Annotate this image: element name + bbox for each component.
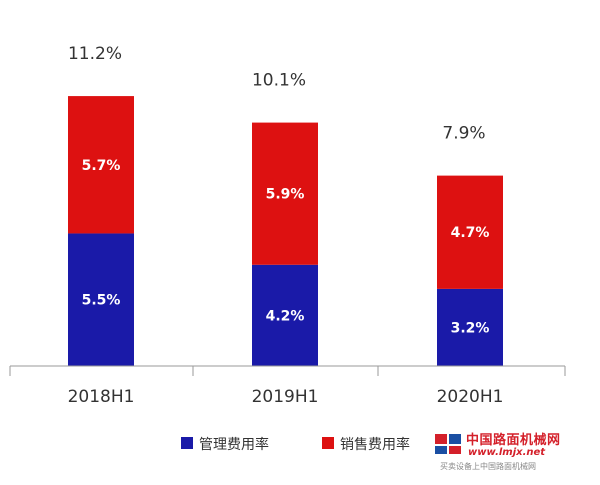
legend-swatch-1 (322, 437, 334, 449)
data-label-2019H1-series-0: 4.2% (266, 308, 305, 324)
bar-2018H1-series-1 (68, 96, 134, 234)
data-label-2020H1-series-0: 3.2% (451, 320, 490, 336)
x-tick-label-2019H1: 2019H1 (252, 387, 319, 407)
legend-swatch-0 (181, 437, 193, 449)
watermark-logo-icon (435, 434, 461, 454)
bars-layer (68, 96, 503, 366)
data-label-2018H1-series-0: 5.5% (82, 293, 121, 309)
bar-2020H1-series-0 (437, 288, 503, 366)
data-label-2020H1-series-1: 4.7% (451, 225, 490, 241)
x-tick-label-2018H1: 2018H1 (68, 387, 135, 407)
watermark-slogan: 买卖设备上中国路面机械网 (440, 462, 536, 471)
site-watermark: 中国路面机械网 www.lmjx.net 买卖设备上中国路面机械网 (434, 427, 594, 471)
total-label-2019H1: 10.1% (252, 71, 306, 91)
legend-label-1: 销售费用率 (340, 436, 410, 453)
data-label-2019H1-series-1: 5.9% (266, 187, 305, 203)
total-label-2020H1: 7.9% (442, 124, 485, 144)
total-label-2018H1: 11.2% (68, 44, 122, 64)
data-label-2018H1-series-1: 5.7% (82, 158, 121, 174)
watermark-url: www.lmjx.net (468, 447, 546, 458)
bar-2018H1-series-0 (68, 233, 134, 366)
watermark-site-name: 中国路面机械网 (466, 433, 561, 448)
bar-2020H1-series-1 (437, 175, 503, 289)
labels-layer: 5.5% 5.7% 11.2% 4.2% 5.9% 10.1% 3.2% 4.7% 7.9% (68, 44, 489, 336)
bar-2019H1-series-1 (252, 122, 318, 265)
bar-2019H1-series-0 (252, 264, 318, 366)
x-axis: 2018H1 2019H1 2020H1 (9, 365, 566, 407)
legend: 管理费用率 销售费用率 (181, 436, 410, 453)
legend-label-0: 管理费用率 (199, 436, 269, 453)
x-tick-label-2020H1: 2020H1 (437, 387, 504, 407)
